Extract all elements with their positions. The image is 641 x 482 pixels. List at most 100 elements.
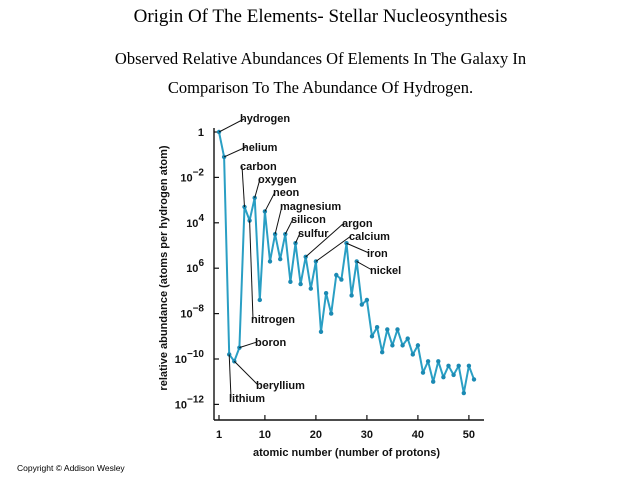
annotation-nitrogen: nitrogen — [251, 314, 295, 326]
data-point-z13 — [278, 256, 283, 262]
data-point-z24 — [334, 272, 339, 278]
data-point-z42 — [425, 359, 431, 364]
leader-line-sulfur — [295, 232, 301, 244]
data-point-z9 — [257, 297, 262, 303]
data-point-z10 — [262, 209, 268, 214]
leader-line-beryllium — [233, 360, 259, 386]
data-point-z46 — [446, 363, 451, 369]
leader-line-lithium — [228, 354, 232, 399]
annotation-silicon: silicon — [291, 214, 326, 226]
annotation-carbon: carbon — [240, 161, 277, 173]
y-axis-label: relative abundance (atoms per hydrogen a… — [158, 145, 170, 390]
data-point-z39 — [410, 352, 415, 357]
leader-line-neon — [264, 191, 276, 212]
y-tick-base: 10 — [175, 354, 187, 366]
x-axis-label: atomic number (number of protons) — [253, 447, 440, 459]
data-point-z33 — [380, 349, 385, 355]
y-tick-base: 10 — [180, 172, 192, 184]
y-tick-base: 10 — [175, 399, 187, 411]
data-point-z31 — [369, 334, 375, 339]
data-point-z50 — [466, 363, 472, 369]
y-tick-label: 104 — [186, 213, 204, 230]
annotation-hydrogen: hydrogen — [240, 113, 290, 125]
data-point-z48 — [456, 363, 461, 369]
page-subtitle: Observed Relative Abundances Of Elements… — [40, 44, 601, 102]
page-title: Origin Of The Elements- Stellar Nucleosy… — [133, 6, 508, 27]
subtitle-line-2: Comparison To The Abundance Of Hydrogen. — [167, 78, 474, 97]
data-point-z37 — [400, 343, 405, 348]
leader-line-boron — [239, 341, 258, 349]
leader-line-nitrogen — [249, 220, 254, 320]
y-tick-base: 10 — [186, 218, 198, 230]
y-tick-base: 10 — [180, 309, 192, 321]
data-point-z30 — [364, 297, 370, 303]
data-point-z17 — [298, 281, 303, 287]
subtitle-line-1: Observed Relative Abundances Of Elements… — [114, 49, 527, 68]
annotation-nickel: nickel — [370, 265, 401, 277]
x-tick-label: 10 — [259, 429, 271, 441]
y-tick-label: 10−2 — [180, 167, 204, 184]
data-point-z32 — [374, 325, 380, 330]
x-tick-label: 30 — [361, 429, 373, 441]
y-tick-label: 10−8 — [180, 304, 204, 321]
data-point-z15 — [288, 279, 293, 285]
data-point-z49 — [461, 390, 466, 396]
annotation-oxygen: oxygen — [258, 174, 297, 186]
leader-line-iron — [346, 242, 370, 254]
annotation-lithium: lithium — [229, 393, 265, 405]
data-point-z51 — [471, 377, 477, 382]
data-point-z11 — [267, 259, 273, 264]
y-tick-exponent: 4 — [198, 213, 204, 224]
data-point-z3 — [227, 352, 232, 357]
y-tick-label: 10−12 — [175, 394, 205, 411]
annotation-calcium: calcium — [349, 231, 390, 243]
y-tick-label: 106 — [186, 258, 204, 275]
data-point-z45 — [441, 374, 446, 380]
y-tick-exponent: −12 — [187, 394, 204, 405]
x-tick-label: 1 — [216, 429, 222, 441]
data-point-z12 — [272, 231, 278, 237]
annotation-sulfur: sulfur — [298, 228, 329, 240]
annotation-helium: helium — [242, 142, 278, 154]
data-point-z40 — [415, 343, 421, 348]
annotation-boron: boron — [255, 337, 286, 349]
data-point-z41 — [420, 370, 426, 375]
y-tick-exponent: 6 — [198, 258, 204, 269]
y-tick-exponent: −8 — [193, 304, 205, 315]
leader-line-nickel — [356, 260, 373, 271]
data-point-z21 — [318, 329, 324, 334]
data-point-z43 — [431, 379, 436, 384]
data-point-z19 — [308, 286, 313, 291]
leader-line-oxygen — [254, 178, 261, 198]
data-point-z25 — [339, 277, 344, 282]
copyright-notice: Copyright © Addison Wesley — [17, 463, 125, 473]
leader-line-silicon — [284, 218, 294, 235]
data-point-z23 — [329, 311, 334, 316]
y-tick-label: 1 — [198, 127, 204, 139]
leader-line-magnesium — [274, 205, 283, 235]
y-tick-exponent: −10 — [187, 349, 204, 360]
leader-line-calcium — [315, 235, 352, 262]
data-point-z29 — [359, 302, 364, 307]
annotation-neon: neon — [273, 187, 300, 199]
data-point-z38 — [405, 336, 410, 341]
data-point-z44 — [436, 359, 441, 364]
data-point-z35 — [390, 343, 395, 348]
leader-line-hydrogen — [218, 118, 245, 133]
leader-line-helium — [223, 146, 247, 158]
y-tick-base: 10 — [186, 263, 198, 275]
data-point-z22 — [323, 290, 329, 296]
data-point-z47 — [451, 372, 456, 378]
annotation-iron: iron — [367, 248, 388, 260]
data-point-z27 — [349, 293, 354, 298]
data-point-z36 — [395, 327, 400, 332]
x-tick-label: 50 — [463, 429, 475, 441]
annotation-beryllium: beryllium — [256, 380, 305, 392]
x-tick-label: 20 — [310, 429, 322, 441]
leader-line-carbon — [241, 165, 245, 207]
x-tick-label: 40 — [412, 429, 424, 441]
annotation-argon: argon — [342, 218, 373, 230]
data-point-z34 — [385, 327, 390, 332]
annotation-magnesium: magnesium — [280, 201, 341, 213]
